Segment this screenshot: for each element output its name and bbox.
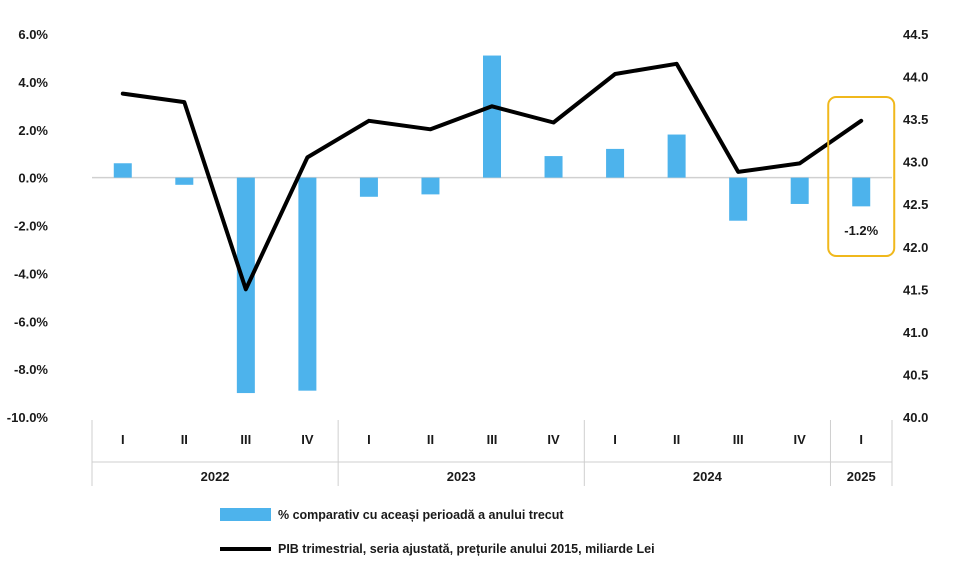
x-year-label: 2023 xyxy=(447,469,476,484)
bar xyxy=(421,177,440,195)
y-right-tick-label: 40.5 xyxy=(903,367,928,382)
legend-bar-swatch xyxy=(220,508,271,521)
y-right-tick-label: 44.5 xyxy=(903,27,928,42)
legend-bar-label: % comparativ cu aceași perioadă a anului… xyxy=(278,508,564,522)
x-quarter-label: II xyxy=(181,432,188,447)
x-year-label: 2022 xyxy=(201,469,230,484)
x-quarter-label: III xyxy=(240,432,251,447)
x-quarter-label: I xyxy=(613,432,617,447)
y-right-tick-label: 42.5 xyxy=(903,197,928,212)
x-quarter-label: IV xyxy=(301,432,314,447)
bar xyxy=(790,177,809,204)
highlight-box xyxy=(827,96,896,257)
y-left-tick-label: -8.0% xyxy=(14,362,48,377)
x-quarter-label: I xyxy=(859,432,863,447)
y-left-tick-label: -10.0% xyxy=(7,410,49,425)
y-right-tick-label: 43.0 xyxy=(903,155,928,170)
x-year-label: 2025 xyxy=(847,469,876,484)
y-left-tick-label: -2.0% xyxy=(14,219,48,234)
x-quarter-label: IV xyxy=(547,432,560,447)
y-left-tick-label: -6.0% xyxy=(14,314,48,329)
x-year-label: 2024 xyxy=(693,469,723,484)
y-right-tick-label: 40.0 xyxy=(903,410,928,425)
y-left-tick-label: 0.0% xyxy=(18,171,48,186)
y-left-tick-label: 2.0% xyxy=(18,123,48,138)
x-quarter-label: I xyxy=(121,432,125,447)
bar xyxy=(667,134,686,178)
y-left-tick-label: 4.0% xyxy=(18,75,48,90)
bar xyxy=(544,156,563,178)
y-right-tick-label: 42.0 xyxy=(903,240,928,255)
x-quarter-label: II xyxy=(673,432,680,447)
legend-line-label: PIB trimestrial, seria ajustată, prețuri… xyxy=(278,542,655,556)
y-right-tick-label: 44.0 xyxy=(903,70,928,85)
y-right-tick-label: 43.5 xyxy=(903,112,928,127)
y-right-tick-label: 41.5 xyxy=(903,282,928,297)
bar xyxy=(606,148,625,178)
gdp-line xyxy=(120,61,864,292)
bar xyxy=(852,177,871,207)
x-quarter-label: I xyxy=(367,432,371,447)
x-quarter-label: IV xyxy=(794,432,807,447)
bar xyxy=(729,177,748,221)
bar xyxy=(298,177,317,391)
x-quarter-label: II xyxy=(427,432,434,447)
bar xyxy=(175,177,194,185)
bar xyxy=(359,177,378,197)
bar xyxy=(113,163,132,178)
x-quarter-label: III xyxy=(733,432,744,447)
y-left-tick-label: -4.0% xyxy=(14,266,48,281)
bar xyxy=(483,55,501,178)
annotation-label: -1.2% xyxy=(844,223,878,238)
x-quarter-label: III xyxy=(487,432,498,447)
y-left-tick-label: 6.0% xyxy=(18,27,48,42)
y-right-tick-label: 41.0 xyxy=(903,325,928,340)
